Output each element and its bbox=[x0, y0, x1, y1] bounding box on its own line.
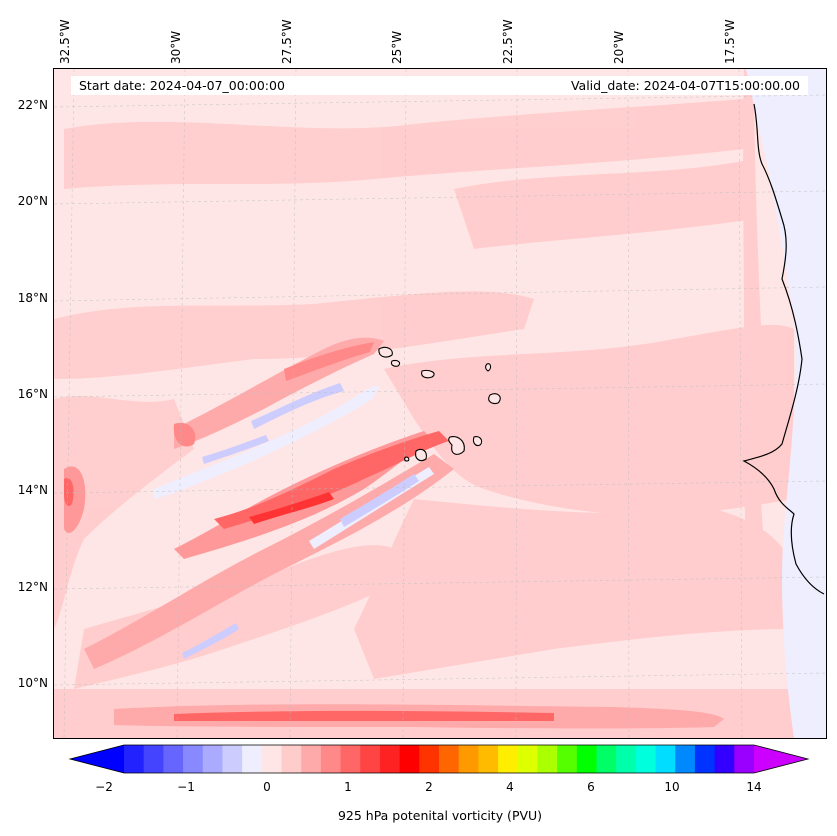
colorbar-segment bbox=[301, 745, 322, 773]
colorbar-tick-0: 0 bbox=[263, 780, 271, 794]
colorbar bbox=[68, 744, 810, 774]
colorbar-segment bbox=[734, 745, 755, 773]
colorbar-tick-1: 1 bbox=[344, 780, 352, 794]
colorbar-segment bbox=[202, 745, 224, 773]
colorbar-segment bbox=[557, 745, 578, 773]
colorbar-segments bbox=[70, 745, 808, 773]
colorbar-segment bbox=[163, 745, 184, 773]
colorbar-segment bbox=[635, 745, 657, 773]
colorbar-segment bbox=[596, 745, 617, 773]
lat-label-16n: 16°N bbox=[17, 387, 48, 401]
lon-label-25w: 25°W bbox=[390, 30, 404, 64]
colorbar-segment bbox=[143, 745, 164, 773]
lon-label-20w: 20°W bbox=[612, 30, 626, 64]
colorbar-segment bbox=[379, 745, 401, 773]
colorbar-segment bbox=[360, 745, 381, 773]
colorbar-segment bbox=[517, 745, 539, 773]
lon-label-27-5w: 27.5°W bbox=[280, 19, 294, 64]
colorbar-segment bbox=[124, 745, 145, 773]
pv-map-panel bbox=[53, 68, 827, 739]
lat-label-14n: 14°N bbox=[17, 483, 48, 497]
pv-africa-slight-negative bbox=[746, 69, 826, 738]
pv-field-svg bbox=[54, 69, 826, 738]
colorbar-tick-14: 14 bbox=[746, 780, 762, 794]
colorbar-segment bbox=[439, 745, 460, 773]
valid-date-label: Valid_date: 2024-04-07T15:00:00.00 bbox=[570, 78, 800, 93]
lon-label-22-5w: 22.5°W bbox=[501, 19, 515, 64]
colorbar-segment bbox=[675, 745, 696, 773]
africa-coastline bbox=[742, 103, 825, 595]
pv-southern-band bbox=[114, 704, 724, 729]
colorbar-segment bbox=[222, 745, 243, 773]
lon-label-17-5w: 17.5°W bbox=[723, 19, 737, 64]
pv-low-positive-bands bbox=[54, 69, 826, 738]
colorbar-segment bbox=[320, 745, 342, 773]
colorbar-segment bbox=[458, 745, 479, 773]
colorbar-outline bbox=[68, 744, 810, 774]
colorbar-segment bbox=[498, 745, 519, 773]
lat-label-22n: 22°N bbox=[17, 98, 48, 112]
colorbar-segment bbox=[281, 745, 302, 773]
colorbar-segment bbox=[399, 745, 420, 773]
colorbar-segment bbox=[478, 745, 499, 773]
colorbar-segment bbox=[714, 745, 735, 773]
lat-label-20n: 20°N bbox=[17, 194, 48, 208]
colorbar-segment bbox=[183, 745, 204, 773]
colorbar-segment bbox=[576, 745, 598, 773]
colorbar-segment bbox=[694, 745, 716, 773]
colorbar-tick-neg2: −2 bbox=[95, 780, 113, 794]
colorbar-tick-2: 2 bbox=[425, 780, 433, 794]
lat-label-10n: 10°N bbox=[17, 676, 48, 690]
colorbar-label: 925 hPa potenital vorticity (PVU) bbox=[337, 808, 543, 823]
colorbar-segment bbox=[340, 745, 361, 773]
colorbar-tick-neg1: −1 bbox=[177, 780, 195, 794]
colorbar-segment bbox=[616, 745, 637, 773]
graticule bbox=[54, 69, 826, 738]
colorbar-extend-max bbox=[754, 745, 808, 773]
colorbar-segment bbox=[261, 745, 283, 773]
start-date-label: Start date: 2024-04-07_00:00:00 bbox=[79, 78, 285, 93]
colorbar-segment bbox=[537, 745, 558, 773]
lon-label-32-5w: 32.5°W bbox=[58, 19, 72, 64]
lon-label-30w: 30°W bbox=[169, 30, 183, 64]
colorbar-segment bbox=[419, 745, 440, 773]
colorbar-segment bbox=[655, 745, 676, 773]
colorbar-extend-min bbox=[70, 745, 124, 773]
colorbar-segment bbox=[242, 745, 263, 773]
lat-label-12n: 12°N bbox=[17, 580, 48, 594]
colorbar-tick-4: 4 bbox=[506, 780, 514, 794]
cape-verde-islands bbox=[378, 346, 501, 462]
colorbar-tick-10: 10 bbox=[664, 780, 680, 794]
info-bar: Start date: 2024-04-07_00:00:00 Valid_da… bbox=[71, 76, 808, 95]
lat-label-18n: 18°N bbox=[17, 291, 48, 305]
colorbar-tick-6: 6 bbox=[587, 780, 595, 794]
